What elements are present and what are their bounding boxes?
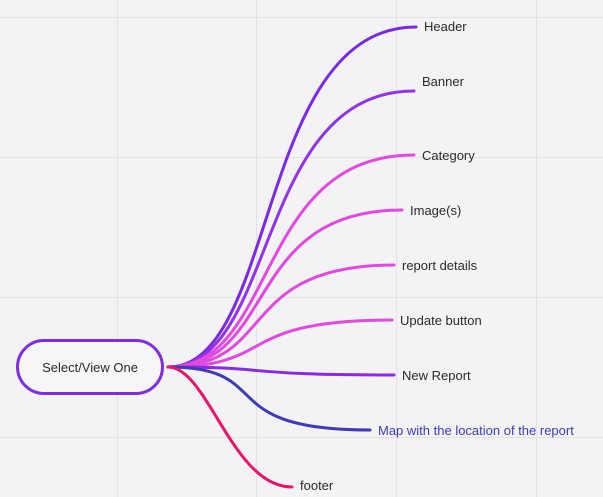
grid-line (0, 297, 603, 298)
connector-footer (166, 365, 294, 489)
grid-line (0, 437, 603, 438)
node-report-details[interactable]: report details (402, 258, 478, 273)
node-category[interactable]: Category (422, 148, 475, 163)
connector-map (166, 365, 372, 432)
grid-line (117, 0, 118, 497)
node-images[interactable]: Image(s) (410, 203, 462, 218)
grid-line (0, 17, 603, 18)
connector-new-report (166, 365, 396, 377)
grid-line (536, 0, 537, 497)
node-map[interactable]: Map with the location of the report (378, 423, 574, 438)
node-new-report[interactable]: New Report (402, 368, 471, 383)
connector-category (166, 153, 416, 369)
connector-update-button (166, 318, 394, 369)
node-update-button[interactable]: Update button (400, 313, 482, 328)
root-node[interactable]: Select/View One (16, 339, 164, 395)
connector-report-details (166, 263, 396, 369)
grid-line (0, 157, 603, 158)
connector-banner (166, 89, 416, 369)
node-footer[interactable]: footer (300, 478, 334, 493)
connector-images (166, 208, 404, 369)
node-banner[interactable]: Banner (422, 74, 464, 89)
connector-header (166, 25, 418, 369)
node-header[interactable]: Header (424, 19, 467, 34)
root-node-label: Select/View One (42, 359, 138, 375)
grid-line (396, 0, 397, 497)
